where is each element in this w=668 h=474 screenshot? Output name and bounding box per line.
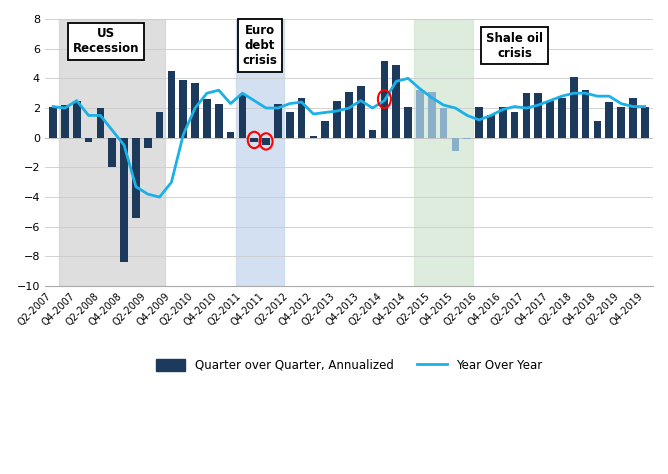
Bar [641, 107, 649, 138]
Bar [215, 104, 222, 138]
Bar [108, 138, 116, 167]
Bar [191, 83, 199, 138]
Bar [381, 61, 388, 138]
Bar [132, 138, 140, 218]
Bar [357, 86, 365, 138]
Bar [321, 121, 329, 138]
Bar [250, 138, 258, 142]
Bar [404, 107, 412, 138]
Bar [59, 19, 166, 286]
Bar [61, 105, 69, 138]
Bar [97, 108, 104, 138]
Bar [156, 112, 164, 138]
Bar [392, 65, 400, 138]
Bar [85, 138, 92, 142]
Bar [49, 107, 57, 138]
Bar [440, 108, 448, 138]
Bar [263, 138, 270, 145]
Bar [499, 107, 506, 138]
Bar [286, 112, 294, 138]
Text: Shale oil
crisis: Shale oil crisis [486, 32, 543, 60]
Bar [309, 136, 317, 138]
Bar [452, 138, 459, 151]
Bar [582, 90, 589, 138]
Bar [629, 98, 637, 138]
Bar [428, 91, 436, 138]
Bar [298, 98, 305, 138]
Bar [203, 99, 211, 138]
Bar [345, 91, 353, 138]
Bar [333, 100, 341, 138]
Bar [236, 19, 284, 286]
Bar [238, 95, 246, 138]
Bar [274, 104, 282, 138]
Legend: Quarter over Quarter, Annualized, Year Over Year: Quarter over Quarter, Annualized, Year O… [151, 354, 547, 376]
Bar [534, 93, 542, 138]
Bar [414, 19, 473, 286]
Bar [226, 132, 234, 138]
Bar [475, 107, 483, 138]
Bar [570, 77, 578, 138]
Bar [464, 138, 471, 139]
Bar [594, 121, 601, 138]
Bar [522, 93, 530, 138]
Bar [369, 130, 376, 138]
Bar [73, 100, 81, 138]
Bar [546, 100, 554, 138]
Bar [120, 138, 128, 263]
Bar [617, 107, 625, 138]
Bar [168, 71, 175, 138]
Bar [180, 80, 187, 138]
Bar [416, 90, 424, 138]
Text: US
Recession: US Recession [73, 27, 140, 55]
Bar [558, 98, 566, 138]
Bar [487, 116, 495, 138]
Bar [605, 102, 613, 138]
Bar [144, 138, 152, 148]
Text: Euro
debt
crisis: Euro debt crisis [242, 24, 278, 67]
Bar [511, 112, 518, 138]
